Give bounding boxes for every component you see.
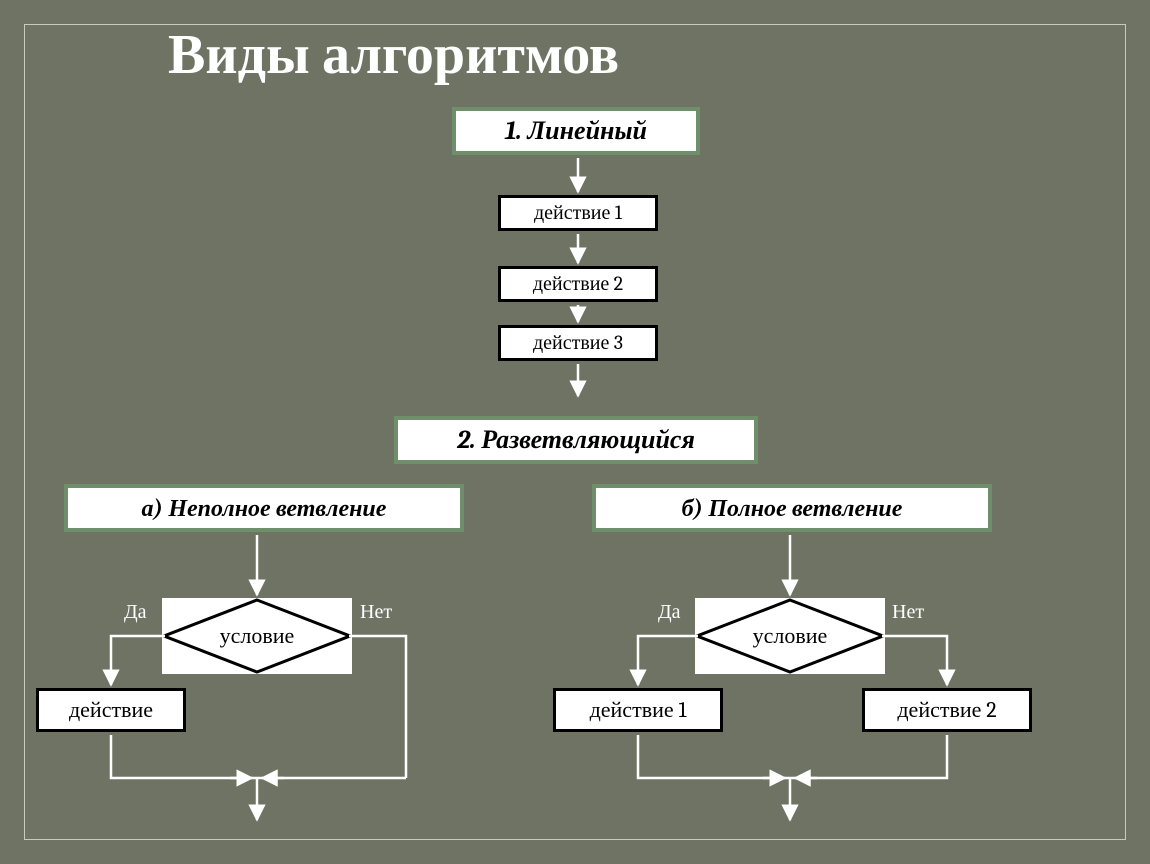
label-linear: 1. Линейный [452,107,700,155]
full-action-right: действие 2 [862,688,1032,732]
full-action-left: действие 1 [553,688,723,732]
partial-no-label: Нет [360,600,392,624]
label-branching: 2. Разветвляющийся [394,416,758,464]
full-no-label: Нет [892,600,924,624]
diamond-partial-text: условие [220,623,295,649]
diamond-full-text: условие [753,623,828,649]
diamond-full: условие [695,598,885,674]
diamond-partial: условие [162,598,352,674]
label-full: б) Полное ветвление [592,484,992,532]
full-yes-label: Да [658,600,681,624]
slide-title: Виды алгоритмов [168,23,619,87]
linear-action-3: действие 3 [498,325,658,361]
partial-action: действие [36,688,186,732]
partial-yes-label: Да [124,600,147,624]
linear-action-1: действие 1 [498,195,658,231]
linear-action-2: действие 2 [498,266,658,302]
label-partial: а) Неполное ветвление [64,484,464,532]
